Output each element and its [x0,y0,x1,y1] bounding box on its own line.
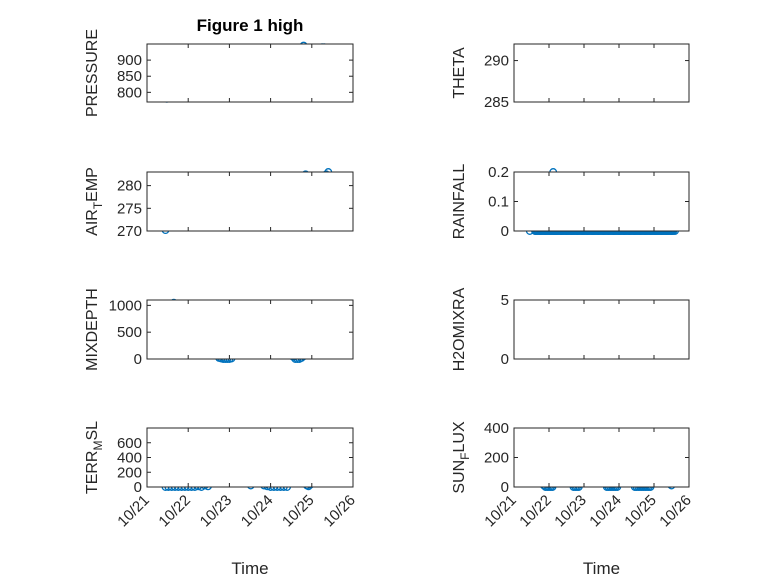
y-tick-label: 0 [501,223,509,240]
y-tick-label: 0 [134,351,142,368]
y-tick-label: 0 [134,479,142,496]
subplot-mixdepth: 0 500 1000 MIXDEPTH [84,288,354,371]
y-tick-label: 200 [117,464,142,481]
y-tick-label: 500 [117,324,142,341]
x-tick-label: 10/23 [197,492,236,531]
x-axis-label: Time [583,559,620,578]
subplot-theta: 285 290 THETA [451,43,690,111]
y-tick-label: 280 [117,178,142,195]
y-tick-label: 0 [501,351,509,368]
y-tick-label: 275 [117,200,142,217]
x-tick-label: 10/24 [586,492,625,531]
subplot-rainfall: 0 0.1 0.2 RAINFALL [451,164,690,240]
y-tick-label: 1000 [109,297,142,314]
x-tick-label: 10/23 [551,492,590,531]
y-tick-label: 850 [117,68,142,85]
axes-frame [513,299,690,360]
y-axis-label: AIRTEMP [84,167,105,236]
x-tick-label: 10/21 [481,492,520,531]
axes-frame [513,171,690,232]
x-tick-label: 10/22 [516,492,555,531]
y-axis-label: SUNFLUX [451,421,472,494]
y-tick-label: 0 [501,479,509,496]
x-tick-label: 10/25 [279,492,318,531]
y-tick-label: 400 [484,420,509,437]
y-tick-label: 900 [117,52,142,69]
y-axis-label: RAINFALL [451,164,468,240]
axes-frame [146,43,354,103]
y-tick-label: 200 [484,450,509,467]
axes-frame [513,43,690,103]
chart-title: Figure 1 high [197,16,304,35]
axes-frame [146,299,354,360]
y-axis-label: H2OMIXRA [451,287,468,371]
y-axis-label: THETA [451,47,468,99]
axes-frame [146,427,354,488]
x-axis-label: Time [231,559,268,578]
y-tick-label: 0.2 [488,164,509,181]
y-tick-label: 270 [117,223,142,240]
x-tick-label: 10/21 [114,492,153,531]
y-tick-label: 5 [501,292,509,309]
y-tick-label: 800 [117,84,142,101]
y-tick-label: 600 [117,435,142,452]
x-tick-label: 10/24 [238,492,277,531]
y-tick-label: 400 [117,450,142,467]
y-axis-label: MIXDEPTH [84,288,101,371]
y-tick-label: 285 [484,94,509,111]
x-tick-label: 10/26 [320,492,359,531]
x-tick-label: 10/22 [155,492,194,531]
y-tick-label: 0.1 [488,194,509,211]
axes-frame [513,427,690,488]
y-axis-label: PRESSURE [84,29,101,117]
subplot-h2omixra: 0 5 H2OMIXRA [451,287,690,371]
x-tick-label: 10/25 [621,492,660,531]
y-axis-label: TERRMSL [84,421,105,494]
subplot-air_temp: 270 275 280 AIRTEMP [84,167,354,240]
y-tick-label: 290 [484,53,509,70]
axes-frame [146,171,354,232]
x-tick-label: 10/26 [656,492,695,531]
